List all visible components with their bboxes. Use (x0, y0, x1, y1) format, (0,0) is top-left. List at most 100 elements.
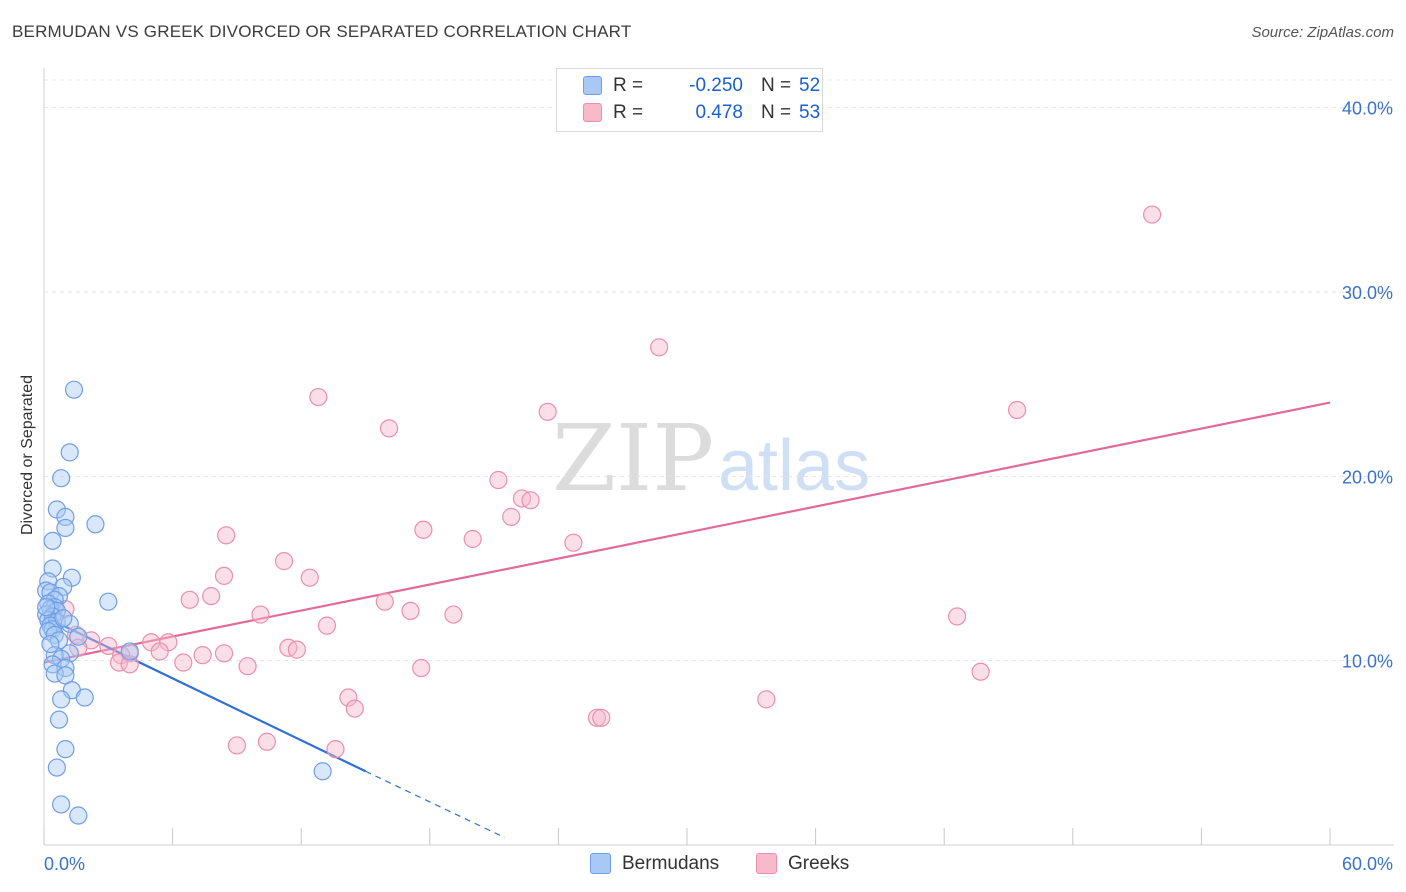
greeks-point (379, 419, 399, 438)
bermudans-label: Bermudans (622, 853, 720, 874)
legend-swatch-greeks (583, 103, 602, 122)
x-tick-labels: 0.0% 60.0% (44, 854, 1393, 874)
watermark: ZIP atlas (552, 405, 870, 512)
y-axis-label: Divorced or Separated (19, 374, 36, 536)
y-tick-labels: 10.0% 20.0% 30.0% 40.0% (1342, 99, 1393, 672)
y-tick-label: 10.0% (1342, 652, 1393, 672)
greeks-point (1007, 400, 1027, 420)
greeks-point (309, 387, 328, 407)
legend-n-value: 52 (799, 75, 821, 96)
greeks-point (564, 533, 583, 552)
bermudans-point (56, 740, 75, 759)
bermudans-trendline-extension (365, 770, 506, 839)
bermudans-swatch (590, 853, 611, 874)
greeks-point (180, 590, 199, 609)
greeks-point (414, 520, 433, 539)
greeks-point (120, 655, 139, 674)
greeks-trendline-group (43, 401, 1331, 664)
greeks-point (592, 708, 611, 727)
greeks-point (214, 644, 234, 663)
greeks-point (650, 338, 669, 357)
chart-source: Source: ZipAtlas.com (1251, 24, 1394, 41)
bermudans-point (56, 658, 75, 678)
legend-r-value: -0.250 (689, 75, 743, 96)
axes (43, 68, 1394, 846)
greeks-point (238, 657, 257, 676)
bermudans-point (86, 515, 105, 534)
bermudans-point (47, 758, 66, 777)
bermudans-point (69, 627, 88, 646)
grid-lines (44, 79, 1394, 662)
bermudans-point (41, 634, 60, 654)
greeks-point (317, 616, 337, 635)
greeks-point (444, 605, 463, 624)
greeks-point (463, 529, 482, 549)
greeks-point (202, 587, 221, 606)
y-tick-label: 30.0% (1342, 283, 1393, 303)
legend-r-value: 0.478 (695, 102, 743, 123)
greeks-point (257, 732, 277, 751)
greeks-point (214, 566, 234, 585)
greeks-point (412, 658, 431, 678)
bermudans-point (49, 710, 69, 729)
bermudans-trendline (43, 615, 366, 773)
greeks-point (375, 592, 394, 611)
bermudans-point (56, 518, 75, 538)
greeks-point (502, 507, 521, 526)
legend-r-label: R = (613, 102, 644, 123)
bermudans-point (120, 642, 139, 661)
greeks-point (757, 690, 776, 709)
greeks-point (326, 740, 345, 759)
greeks-point (339, 688, 358, 707)
correlation-legend: R = -0.250 N = 52 R = 0.478 N = 53 (556, 68, 823, 132)
bermudans-point (64, 380, 84, 399)
greeks-point (251, 605, 270, 624)
bermudans-point (52, 690, 71, 709)
legend-n-label: N = (761, 75, 792, 96)
watermark-zip: ZIP (552, 405, 714, 512)
greeks-point (274, 552, 294, 571)
x-tick-label-min: 0.0% (44, 854, 85, 874)
bermudans-point (75, 688, 94, 707)
greeks-point (947, 607, 967, 626)
bermudans-point (99, 592, 118, 611)
y-tick-label: 40.0% (1342, 99, 1393, 119)
greeks-point (538, 402, 557, 421)
greeks-point (287, 640, 307, 659)
greeks-point (300, 568, 319, 587)
bermudans-point (69, 806, 88, 825)
greeks-point (587, 708, 607, 727)
greeks-point (193, 646, 212, 665)
watermark-atlas: atlas (718, 426, 870, 506)
y-tick-label: 20.0% (1342, 467, 1393, 487)
bermudans-points (37, 380, 332, 825)
legend-n-label: N = (761, 102, 792, 123)
greeks-point (174, 653, 193, 672)
greeks-point (345, 699, 364, 718)
greeks-label: Greeks (788, 853, 850, 874)
greeks-point (401, 601, 420, 620)
greeks-swatch (756, 853, 777, 874)
x-tick-label-max: 60.0% (1342, 854, 1393, 874)
bermudans-point (37, 598, 56, 617)
greeks-point (489, 470, 508, 490)
bermudans-trendline-group (43, 615, 506, 839)
legend-n-value: 53 (799, 102, 821, 123)
chart-title: BERMUDAN VS GREEK DIVORCED OR SEPARATED … (12, 22, 632, 41)
bermudans-point (60, 443, 79, 462)
legend-r-label: R = (613, 75, 644, 96)
greeks-point (521, 491, 540, 510)
greeks-trendline (43, 401, 1331, 664)
legend-swatch-bermudans (583, 76, 602, 95)
bermudans-point (54, 609, 73, 628)
bermudans-point (52, 469, 71, 488)
greeks-point (150, 642, 169, 661)
bermudans-point (43, 531, 62, 550)
greeks-point (99, 636, 118, 656)
greeks-point (971, 662, 990, 681)
bermudans-point (52, 795, 71, 814)
bermudans-point (313, 762, 332, 781)
greeks-point (227, 736, 246, 755)
greeks-point (1143, 205, 1162, 224)
